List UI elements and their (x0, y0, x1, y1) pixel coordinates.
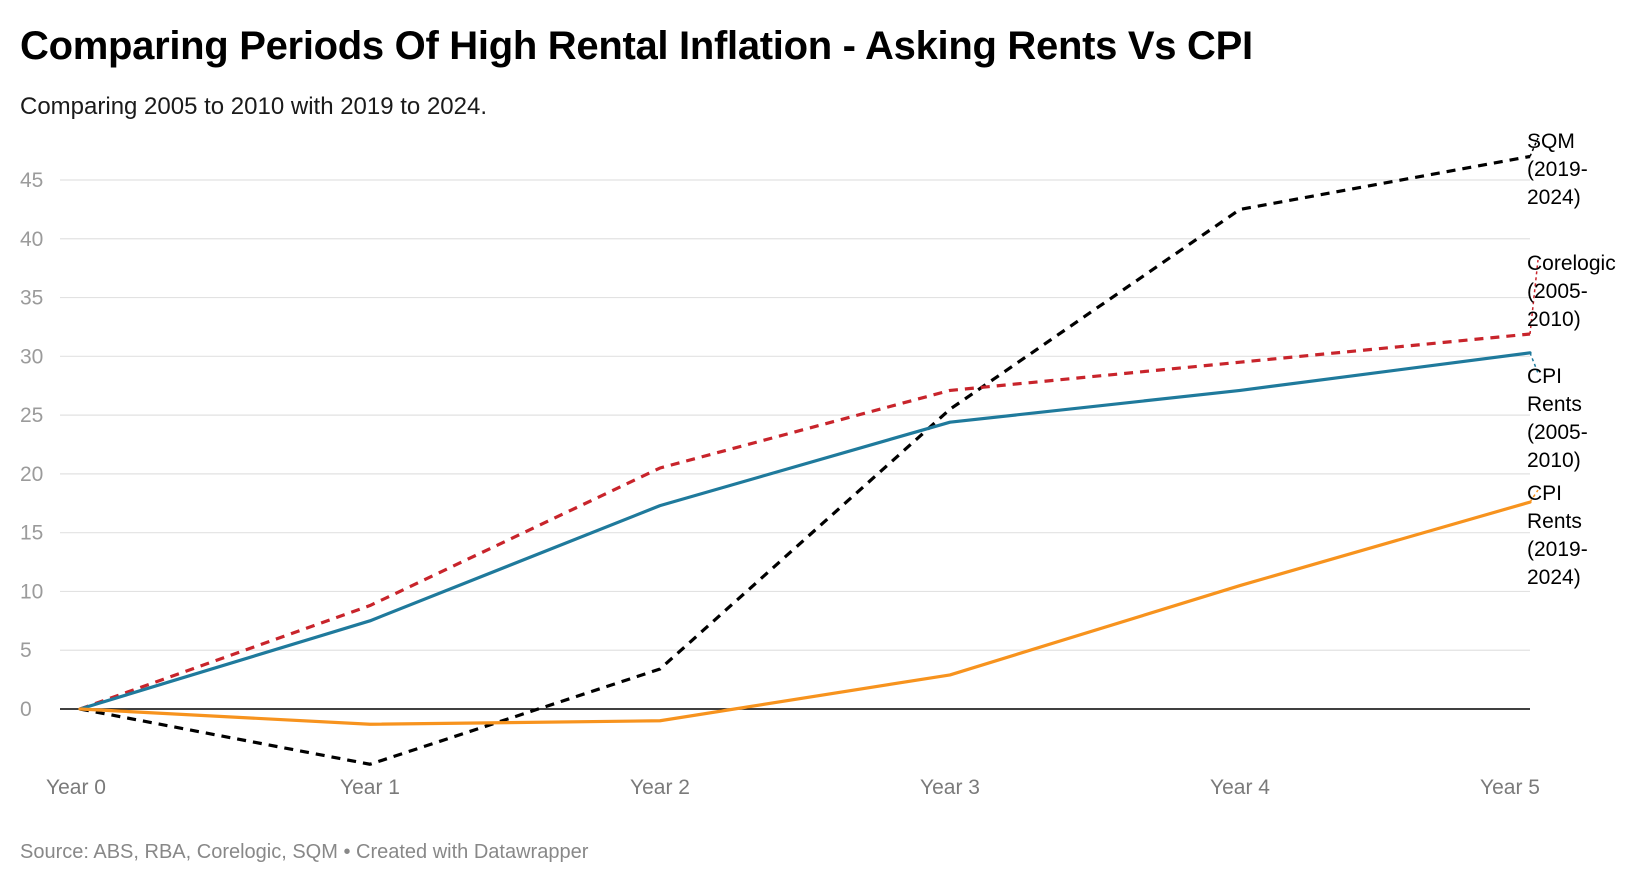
y-tick-label: 35 (20, 287, 43, 310)
x-tick-label: Year 5 (1480, 776, 1540, 799)
label-connector (1529, 259, 1539, 335)
series-label: Rents (1527, 510, 1582, 533)
x-tick-label: Year 3 (920, 776, 980, 799)
y-tick-label: 5 (20, 639, 32, 662)
y-tick-label: 25 (20, 404, 43, 427)
series-label: CPI (1527, 482, 1562, 505)
gridlines (60, 179, 1530, 710)
series-label: 2010) (1527, 308, 1581, 331)
series-line (79, 154, 1531, 766)
series-label: SQM (1527, 130, 1575, 153)
x-tick-label: Year 0 (46, 776, 106, 799)
series-label: Rents (1527, 393, 1582, 416)
label-connector (1529, 352, 1539, 374)
series-label: 2024) (1527, 186, 1581, 209)
label-connector (1529, 489, 1539, 503)
x-tick-label: Year 2 (630, 776, 690, 799)
y-tick-label: 30 (20, 345, 43, 368)
chart-title: Comparing Periods Of High Rental Inflati… (20, 24, 1253, 68)
series-label: CPI (1527, 365, 1562, 388)
y-tick-label: 45 (20, 169, 43, 192)
x-tick-label: Year 4 (1210, 776, 1270, 799)
series-label: (2019- (1527, 158, 1588, 181)
series-line (78, 351, 1532, 711)
y-axis: 0 5 10 15 20 25 30 35 40 45 (20, 169, 43, 721)
y-tick-label: 40 (20, 228, 43, 251)
x-tick-label: Year 1 (340, 776, 400, 799)
series-label: Corelogic (1527, 252, 1616, 275)
series-label: 2024) (1527, 566, 1581, 589)
series-label: (2005- (1527, 421, 1588, 444)
source-note: Source: ABS, RBA, Corelogic, SQM • Creat… (20, 841, 589, 863)
y-tick-label: 0 (20, 698, 32, 721)
y-tick-label: 10 (20, 580, 43, 603)
series-label: (2005- (1527, 280, 1588, 303)
series-lines (78, 154, 1532, 766)
series-label: 2010) (1527, 449, 1581, 472)
y-tick-label: 15 (20, 522, 43, 545)
series-line (78, 500, 1532, 726)
series-labels: SQM (2019- 2024) Corelogic (2005- 2010) CPI Ren… (1527, 130, 1616, 589)
x-axis: Year 0 Year 1 Year 2 Year 3 Year 4 Year 5 (46, 776, 1540, 799)
series-line (79, 332, 1531, 711)
y-tick-label: 20 (20, 463, 43, 486)
chart-subtitle: Comparing 2005 to 2010 with 2019 to 2024… (20, 93, 488, 120)
series-label: (2019- (1527, 538, 1588, 561)
